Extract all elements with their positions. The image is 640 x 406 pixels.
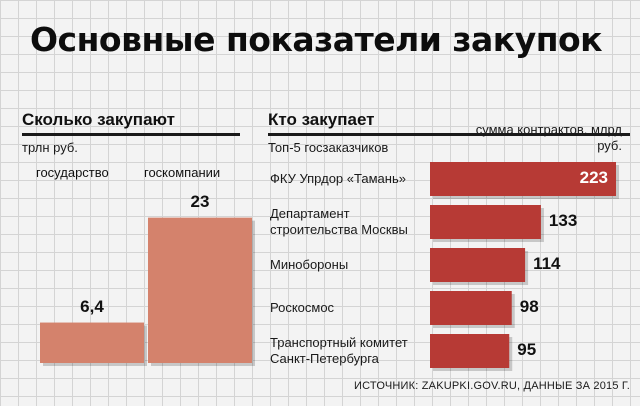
value-label: 223 bbox=[579, 168, 608, 187]
category-label: государство bbox=[36, 165, 109, 180]
bar-customer-2 bbox=[430, 205, 541, 239]
customer-label: Минобороны bbox=[270, 257, 349, 272]
customer-label: Департамент строительства Москвы bbox=[270, 206, 408, 237]
left-section-title: Сколько закупают bbox=[22, 110, 175, 129]
source-note: ИСТОЧНИК: ZAKUPKI.GOV.RU, ДАННЫЕ ЗА 2015… bbox=[354, 380, 630, 392]
value-label: 23 bbox=[190, 191, 210, 211]
chart-title: Основные показатели закупок bbox=[30, 20, 603, 59]
bar-customer-5 bbox=[430, 334, 510, 368]
bar-customer-3 bbox=[430, 248, 526, 282]
customer-label: Транспортный комитет Санкт-Петербурга bbox=[270, 335, 408, 366]
right-subtitle: Топ-5 госзаказчиков bbox=[268, 140, 389, 155]
bar-customer-4 bbox=[430, 291, 512, 325]
right-section-title: Кто закупает bbox=[268, 110, 375, 129]
customer-label: Роскосмос bbox=[270, 300, 335, 315]
left-unit-label: трлн руб. bbox=[22, 140, 78, 155]
right-section-rule bbox=[268, 133, 630, 136]
value-label: 133 bbox=[548, 211, 578, 230]
customer-label: ФКУ Упрдор «Тамань» bbox=[270, 171, 406, 186]
bar-state bbox=[40, 322, 144, 363]
left-section-rule bbox=[22, 133, 240, 136]
right-axis-label: сумма контрактов, млрд руб. bbox=[475, 122, 622, 153]
value-label: 95 bbox=[517, 340, 537, 359]
value-label: 6,4 bbox=[80, 296, 104, 316]
bar-state-companies bbox=[148, 217, 252, 363]
value-label: 114 bbox=[533, 254, 561, 273]
category-label: госкомпании bbox=[144, 165, 221, 180]
bar-customer-1 bbox=[430, 162, 616, 196]
value-label: 98 bbox=[519, 297, 539, 316]
